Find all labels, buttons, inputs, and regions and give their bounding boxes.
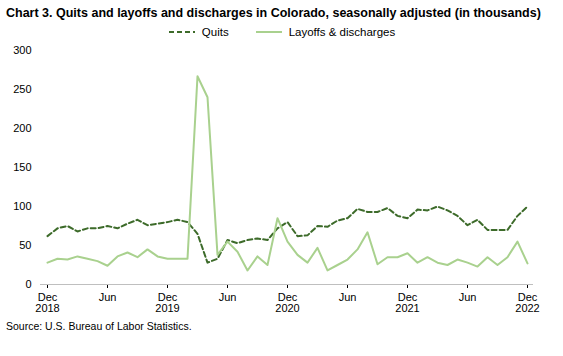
svg-text:0: 0	[25, 278, 31, 290]
svg-text:Jun: Jun	[99, 291, 117, 303]
svg-text:300: 300	[13, 44, 31, 56]
html-text:Quits: Quits	[201, 26, 229, 38]
svg-text:Jun: Jun	[339, 291, 357, 303]
svg-text:150: 150	[13, 161, 31, 173]
html-text:Layoffs & discharges: Layoffs & discharges	[288, 26, 396, 38]
html-text:Source: U.S. Bureau of Labor S: Source: U.S. Bureau of Labor Statistics.	[6, 320, 192, 332]
svg-text:Dec2018: Dec2018	[35, 291, 59, 314]
svg-text:250: 250	[13, 83, 31, 95]
svg-text:100: 100	[13, 200, 31, 212]
svg-text:Dec2021: Dec2021	[395, 291, 419, 314]
svg-text:Jun: Jun	[219, 291, 237, 303]
svg-text:200: 200	[13, 122, 31, 134]
html-text:Chart 3. Quits and layoffs and: Chart 3. Quits and layoffs and discharge…	[6, 6, 541, 20]
svg-text:50: 50	[19, 239, 31, 251]
svg-text:Dec2019: Dec2019	[155, 291, 179, 314]
svg-text:Dec2022: Dec2022	[515, 291, 539, 314]
svg-text:Jun: Jun	[459, 291, 477, 303]
svg-text:Dec2020: Dec2020	[275, 291, 299, 314]
